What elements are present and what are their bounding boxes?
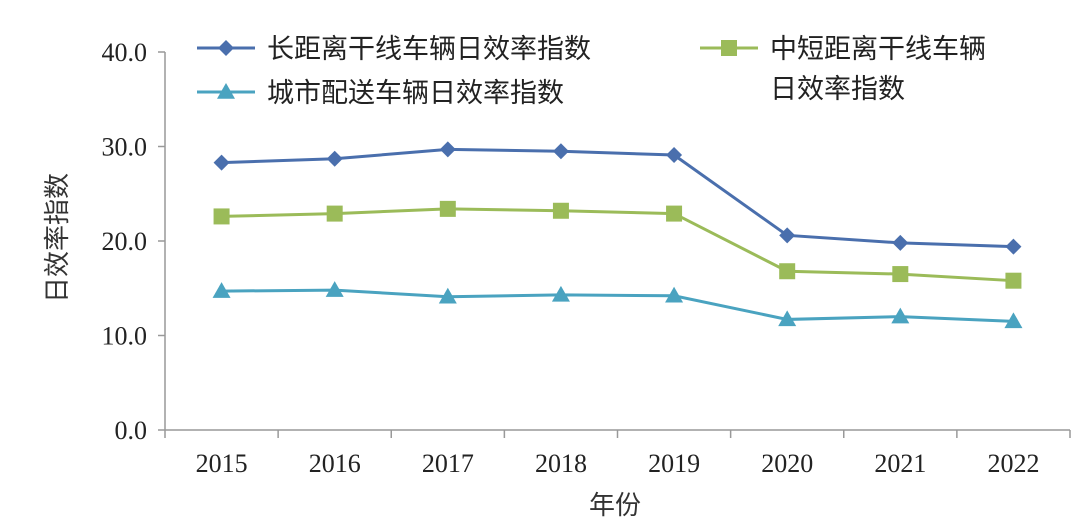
x-tick-label: 2020 bbox=[761, 449, 813, 478]
data-point bbox=[892, 266, 909, 283]
data-point bbox=[439, 200, 456, 217]
data-point bbox=[779, 263, 796, 280]
series-2 bbox=[213, 200, 1022, 289]
legend-item-1: 长距离干线车辆日效率指数 bbox=[197, 34, 591, 65]
series-1 bbox=[213, 141, 1022, 255]
x-tick-group: 2015 2016 2017 2018 2019 2020 2021 2022 bbox=[164, 430, 1071, 478]
x-tick-label: 2015 bbox=[196, 449, 248, 478]
legend-swatch-marker bbox=[721, 40, 737, 56]
y-tick-label: 30.0 bbox=[102, 133, 148, 162]
legend-item-3: 城市配送车辆日效率指数 bbox=[197, 78, 564, 109]
y-axis-title: 日效率指数 bbox=[43, 173, 73, 303]
data-point bbox=[325, 281, 344, 297]
data-point bbox=[666, 205, 683, 222]
data-point bbox=[1005, 238, 1022, 255]
data-point bbox=[779, 227, 796, 244]
legend-swatch-marker bbox=[217, 83, 235, 99]
data-point bbox=[551, 285, 570, 302]
data-point bbox=[212, 282, 231, 298]
data-point bbox=[778, 310, 797, 327]
legend-label: 日效率指数 bbox=[770, 74, 905, 105]
data-point bbox=[326, 150, 343, 167]
series-line bbox=[221, 147, 1014, 249]
data-point bbox=[213, 154, 230, 171]
legend-label: 长距离干线车辆日效率指数 bbox=[267, 34, 591, 65]
y-tick-label: 10.0 bbox=[102, 322, 148, 351]
series-3 bbox=[212, 281, 1023, 329]
legend-label: 中短距离干线车辆 bbox=[770, 34, 986, 65]
x-tick-label: 2017 bbox=[422, 449, 474, 478]
data-point bbox=[1005, 272, 1022, 289]
series-line bbox=[221, 288, 1014, 323]
y-tick-label: 0.0 bbox=[115, 416, 148, 445]
data-point bbox=[326, 205, 343, 222]
y-tick-group: 0.0 10.0 20.0 30.0 40.0 bbox=[102, 38, 165, 445]
data-point bbox=[1004, 312, 1023, 329]
data-point bbox=[552, 143, 569, 160]
x-tick-label: 2022 bbox=[987, 449, 1039, 478]
data-point bbox=[666, 147, 683, 164]
axes: 0.0 10.0 20.0 30.0 40.0 2015 2016 2017 2018 2019… bbox=[102, 38, 1071, 478]
y-tick-label: 40.0 bbox=[102, 38, 148, 67]
data-point bbox=[891, 307, 910, 324]
x-tick-label: 2021 bbox=[874, 449, 926, 478]
legend-label: 城市配送车辆日效率指数 bbox=[267, 78, 564, 109]
data-point bbox=[892, 234, 909, 251]
series-layer bbox=[212, 141, 1023, 329]
x-axis-title: 年份 bbox=[589, 491, 641, 521]
x-tick-label: 2019 bbox=[648, 449, 700, 478]
data-point bbox=[438, 287, 457, 304]
legend-swatch-marker bbox=[218, 40, 234, 56]
x-tick-label: 2018 bbox=[535, 449, 587, 478]
data-point bbox=[552, 202, 569, 219]
y-tick-label: 20.0 bbox=[102, 227, 148, 256]
x-tick-label: 2016 bbox=[309, 449, 361, 478]
data-point bbox=[213, 208, 230, 225]
series-line bbox=[221, 207, 1014, 283]
data-point bbox=[665, 286, 684, 303]
data-point bbox=[439, 141, 456, 158]
